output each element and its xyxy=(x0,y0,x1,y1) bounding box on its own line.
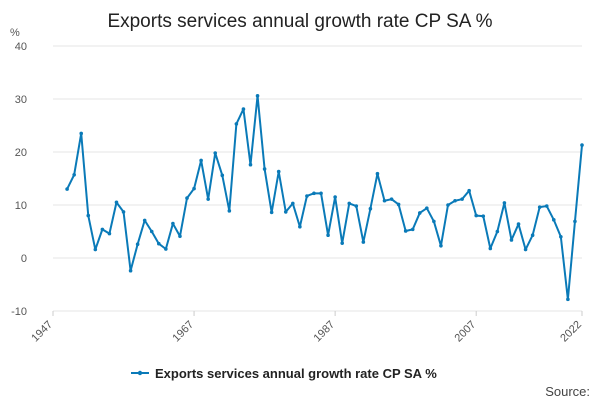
data-point[interactable] xyxy=(171,221,175,226)
y-tick-label: 20 xyxy=(15,147,27,159)
data-point[interactable] xyxy=(516,222,521,226)
data-point[interactable] xyxy=(537,205,542,209)
data-point[interactable] xyxy=(432,219,436,224)
x-tick-label: 1947 xyxy=(29,319,55,345)
data-point[interactable] xyxy=(283,210,288,214)
data-point[interactable] xyxy=(248,162,253,167)
data-point[interactable] xyxy=(467,188,471,193)
y-axis-ticks: -10 0 10 20 30 40 xyxy=(11,41,27,318)
data-point[interactable] xyxy=(291,201,295,206)
y-tick-label: 30 xyxy=(15,94,27,106)
data-point[interactable] xyxy=(530,233,535,238)
data-point[interactable] xyxy=(142,218,147,223)
data-point[interactable] xyxy=(199,158,203,163)
data-point[interactable] xyxy=(227,209,232,213)
data-point[interactable] xyxy=(213,151,218,155)
data-point[interactable] xyxy=(403,229,408,233)
data-point[interactable] xyxy=(502,201,507,205)
data-point[interactable] xyxy=(100,227,105,232)
x-tick-label: 2022 xyxy=(558,319,584,345)
data-point[interactable] xyxy=(488,246,493,251)
x-tick-label: 1967 xyxy=(170,319,196,345)
y-tick-label: -10 xyxy=(11,306,27,318)
data-point[interactable] xyxy=(382,198,387,203)
data-point[interactable] xyxy=(439,244,443,248)
data-point[interactable] xyxy=(107,231,112,236)
source-label: Source: xyxy=(545,384,590,399)
data-point[interactable] xyxy=(347,201,352,206)
gridlines xyxy=(53,45,582,312)
data-point[interactable] xyxy=(368,206,373,211)
data-point[interactable] xyxy=(262,167,267,171)
data-point[interactable] xyxy=(573,219,577,224)
data-point[interactable] xyxy=(93,247,98,252)
legend-marker-swatch xyxy=(137,370,143,376)
data-point[interactable] xyxy=(72,172,76,177)
x-tick-label: 2007 xyxy=(453,319,479,345)
data-point[interactable] xyxy=(276,169,281,174)
legend-label: Exports services annual growth rate CP S… xyxy=(155,366,437,381)
data-point[interactable] xyxy=(319,191,323,196)
data-point[interactable] xyxy=(551,218,556,222)
y-tick-label: 0 xyxy=(21,253,27,265)
data-point[interactable] xyxy=(164,247,168,251)
series-line xyxy=(66,94,583,301)
data-point[interactable] xyxy=(157,241,161,246)
y-tick-label: 10 xyxy=(15,200,27,212)
data-point[interactable] xyxy=(453,198,457,203)
data-point[interactable] xyxy=(340,241,344,245)
legend[interactable]: Exports services annual growth rate CP S… xyxy=(131,366,437,381)
data-point[interactable] xyxy=(269,210,274,215)
data-point[interactable] xyxy=(206,197,210,201)
data-point[interactable] xyxy=(580,143,584,147)
data-point[interactable] xyxy=(446,203,450,207)
data-point[interactable] xyxy=(149,229,154,234)
data-point[interactable] xyxy=(79,131,84,136)
y-axis-unit-label: % xyxy=(10,27,20,39)
data-point[interactable] xyxy=(361,240,366,244)
data-point[interactable] xyxy=(460,197,464,201)
data-point[interactable] xyxy=(410,227,415,232)
data-point[interactable] xyxy=(114,200,119,205)
data-point[interactable] xyxy=(298,224,302,229)
data-point[interactable] xyxy=(354,204,359,208)
data-point[interactable] xyxy=(86,213,91,218)
y-tick-label: 40 xyxy=(15,41,27,53)
data-point[interactable] xyxy=(544,204,549,208)
series-group xyxy=(65,94,584,302)
x-tick-label: 1987 xyxy=(311,319,337,345)
x-axis-ticks: 1947 1967 1987 2007 2022 xyxy=(29,311,584,344)
data-point[interactable] xyxy=(417,211,422,215)
data-point[interactable] xyxy=(128,268,133,273)
data-point[interactable] xyxy=(396,202,401,207)
data-point[interactable] xyxy=(241,107,246,111)
data-point[interactable] xyxy=(523,247,528,252)
data-point[interactable] xyxy=(192,186,196,191)
data-point[interactable] xyxy=(326,233,330,238)
data-point[interactable] xyxy=(234,122,239,126)
data-point[interactable] xyxy=(178,234,182,239)
data-point[interactable] xyxy=(375,171,380,176)
data-point[interactable] xyxy=(220,173,225,178)
data-point[interactable] xyxy=(333,195,337,199)
data-point[interactable] xyxy=(566,297,570,302)
data-point[interactable] xyxy=(121,210,126,214)
data-point[interactable] xyxy=(255,94,260,98)
data-point[interactable] xyxy=(481,214,486,218)
data-point[interactable] xyxy=(65,187,69,191)
data-point[interactable] xyxy=(312,191,316,196)
data-point[interactable] xyxy=(559,235,563,239)
data-point[interactable] xyxy=(185,196,189,200)
data-point[interactable] xyxy=(389,197,394,201)
data-point[interactable] xyxy=(509,238,514,242)
data-point[interactable] xyxy=(474,213,479,218)
data-point[interactable] xyxy=(135,242,140,247)
chart-title: Exports services annual growth rate CP S… xyxy=(107,11,492,32)
data-point[interactable] xyxy=(305,194,309,198)
data-point[interactable] xyxy=(425,206,429,210)
data-point[interactable] xyxy=(495,229,500,234)
